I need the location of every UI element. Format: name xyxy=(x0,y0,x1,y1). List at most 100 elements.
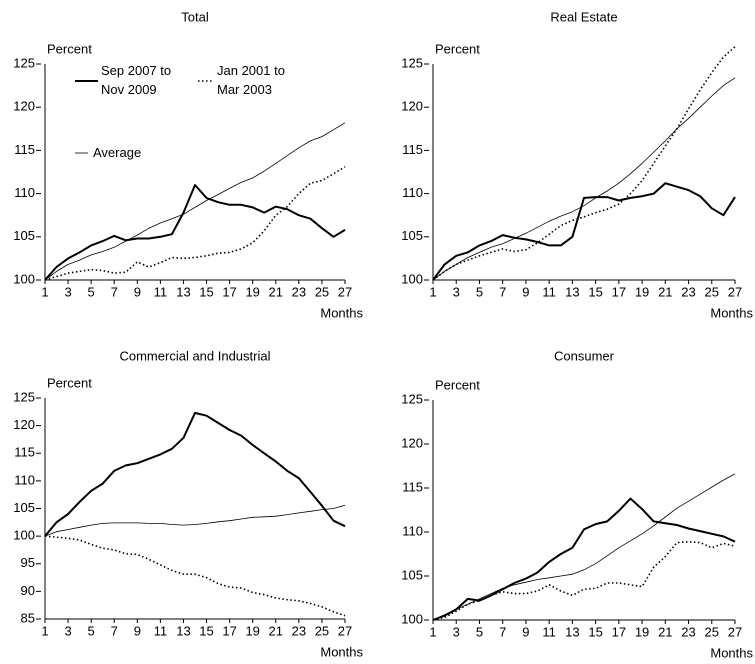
y-tick-label: 125 xyxy=(13,55,35,70)
x-tick-label: 13 xyxy=(565,624,579,639)
x-tick-label: 17 xyxy=(612,284,626,299)
x-tick-label: 13 xyxy=(176,623,190,638)
x-axis-label: Months xyxy=(320,644,363,659)
x-tick-label: 3 xyxy=(453,284,460,299)
x-tick-label: 7 xyxy=(111,284,118,299)
series-line xyxy=(44,504,346,537)
y-axis-label: Percent xyxy=(435,41,480,56)
x-tick-label: 23 xyxy=(681,624,695,639)
series-line xyxy=(432,497,736,621)
y-tick-label: 120 xyxy=(13,417,35,432)
legend-label: Jan 2001 to Mar 2003 xyxy=(217,63,285,97)
series-line xyxy=(432,46,736,281)
legend-label: Average xyxy=(93,145,142,160)
x-tick-label: 27 xyxy=(338,623,352,638)
chart-title: Real Estate xyxy=(550,9,617,24)
x-tick-label: 9 xyxy=(134,284,141,299)
legend-label: Sep 2007 to Nov 2009 xyxy=(101,63,172,97)
x-tick-label: 1 xyxy=(41,623,48,638)
y-tick-label: 85 xyxy=(21,610,35,625)
x-tick-label: 11 xyxy=(542,284,556,299)
x-tick-label: 13 xyxy=(565,284,579,299)
chart-title: Total xyxy=(181,9,209,24)
y-tick-label: 115 xyxy=(14,142,35,157)
x-tick-label: 19 xyxy=(245,284,259,299)
y-tick-label: 110 xyxy=(14,472,35,487)
y-tick-label: 115 xyxy=(14,445,35,460)
y-tick-label: 125 xyxy=(401,55,423,70)
series-line xyxy=(44,184,346,281)
x-tick-label: 1 xyxy=(41,284,48,299)
x-tick-label: 5 xyxy=(88,284,95,299)
x-tick-label: 21 xyxy=(269,284,283,299)
x-tick-label: 15 xyxy=(588,284,602,299)
x-tick-label: 21 xyxy=(658,624,672,639)
x-tick-label: 17 xyxy=(612,624,626,639)
y-tick-label: 105 xyxy=(401,567,423,582)
x-tick-label: 25 xyxy=(315,623,329,638)
x-tick-label: 5 xyxy=(476,624,483,639)
x-tick-label: 19 xyxy=(635,624,649,639)
x-tick-label: 7 xyxy=(499,624,506,639)
y-tick-label: 120 xyxy=(13,99,35,114)
x-tick-label: 1 xyxy=(429,624,436,639)
series-line xyxy=(432,182,736,281)
y-tick-label: 100 xyxy=(401,611,423,626)
x-tick-label: 9 xyxy=(134,623,141,638)
chart-title: Commercial and Industrial xyxy=(119,348,270,363)
x-tick-label: 9 xyxy=(522,624,529,639)
x-axis-label: Months xyxy=(710,645,753,660)
y-tick-label: 110 xyxy=(402,185,423,200)
x-tick-label: 11 xyxy=(154,623,168,638)
x-tick-label: 25 xyxy=(705,624,719,639)
x-tick-label: 3 xyxy=(64,284,71,299)
y-tick-label: 110 xyxy=(402,523,423,538)
x-tick-label: 17 xyxy=(222,284,236,299)
chart-title: Consumer xyxy=(554,348,615,363)
x-tick-label: 5 xyxy=(88,623,95,638)
series-line xyxy=(44,122,346,281)
series-line xyxy=(44,166,346,281)
x-axis-label: Months xyxy=(320,305,363,320)
series-line xyxy=(432,540,736,621)
x-tick-label: 13 xyxy=(176,284,190,299)
x-tick-label: 19 xyxy=(635,284,649,299)
series-line xyxy=(44,535,346,617)
x-tick-label: 27 xyxy=(728,624,742,639)
x-axis-label: Months xyxy=(710,305,753,320)
y-tick-label: 120 xyxy=(401,99,423,114)
x-tick-label: 27 xyxy=(728,284,742,299)
x-tick-label: 15 xyxy=(199,284,213,299)
y-tick-label: 120 xyxy=(401,435,423,450)
x-tick-label: 23 xyxy=(681,284,695,299)
y-tick-label: 105 xyxy=(13,228,35,243)
x-tick-label: 5 xyxy=(476,284,483,299)
y-tick-label: 110 xyxy=(14,185,35,200)
series-line xyxy=(44,411,346,537)
y-tick-label: 105 xyxy=(13,500,35,515)
x-tick-label: 19 xyxy=(245,623,259,638)
x-tick-label: 17 xyxy=(222,623,236,638)
x-tick-label: 23 xyxy=(292,623,306,638)
x-tick-label: 21 xyxy=(658,284,672,299)
x-tick-label: 9 xyxy=(522,284,529,299)
y-tick-label: 125 xyxy=(13,389,35,404)
series-line xyxy=(432,473,736,621)
y-tick-label: 95 xyxy=(21,555,35,570)
x-tick-label: 27 xyxy=(338,284,352,299)
y-tick-label: 90 xyxy=(21,583,35,598)
y-axis-label: Percent xyxy=(47,375,92,390)
x-tick-label: 23 xyxy=(292,284,306,299)
x-tick-label: 25 xyxy=(705,284,719,299)
x-tick-label: 1 xyxy=(429,284,436,299)
x-tick-label: 11 xyxy=(154,284,168,299)
x-tick-label: 11 xyxy=(542,624,556,639)
y-tick-label: 125 xyxy=(401,391,423,406)
x-tick-label: 25 xyxy=(315,284,329,299)
y-tick-label: 105 xyxy=(401,228,423,243)
y-tick-label: 115 xyxy=(402,479,423,494)
y-tick-label: 115 xyxy=(402,142,423,157)
x-tick-label: 15 xyxy=(199,623,213,638)
